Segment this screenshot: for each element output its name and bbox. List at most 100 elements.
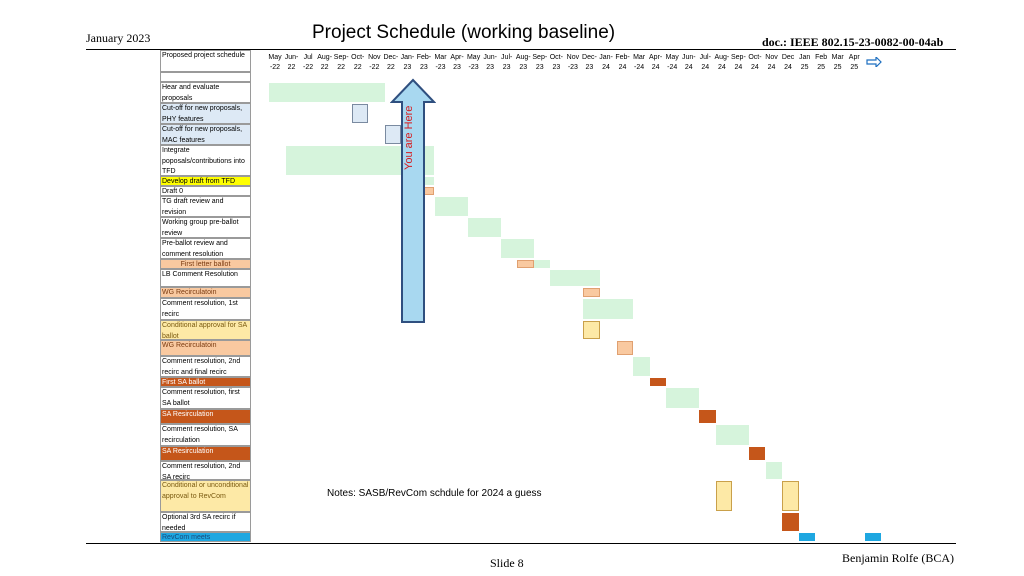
gantt-bar [633, 357, 650, 376]
month-year: 24 [717, 64, 726, 71]
task-row: First letter ballot [160, 259, 251, 269]
month-name: May [466, 54, 481, 61]
month-year: 24 [651, 64, 660, 71]
you-are-here-label: You are Here [403, 105, 415, 170]
gantt-bar [649, 378, 667, 386]
month-year: 23 [502, 64, 511, 71]
month-year: -22 [269, 64, 281, 71]
month-header: Dec- 22 [383, 53, 399, 73]
gantt-bar [583, 299, 634, 319]
month-name: Mar [831, 54, 844, 61]
gantt-bar [782, 481, 799, 511]
month-name: Jun- [483, 54, 497, 61]
month-year: 24 [784, 64, 792, 71]
month-header: May -22 [267, 53, 283, 73]
month-name: Dec- [383, 54, 399, 61]
month-name: Nov [368, 54, 381, 61]
gantt-bar [748, 447, 766, 460]
gantt-bar [583, 321, 600, 339]
month-header: Sep- 24 [730, 53, 746, 73]
you-are-here-arrow [390, 78, 436, 323]
month-year: -23 [567, 64, 578, 71]
task-row: Hear and evaluate proposals [160, 82, 251, 103]
month-header: Jan- 23 [399, 53, 415, 73]
month-header: Dec 24 [780, 53, 796, 73]
task-row: Conditional approval for SA ballot [160, 320, 251, 340]
month-year: -23 [435, 64, 446, 71]
slide-title: Project Schedule (working baseline) [312, 22, 616, 43]
month-year: 25 [800, 64, 809, 71]
gantt-bar [550, 270, 600, 286]
month-year: -22 [369, 64, 380, 71]
task-row: Cut-off for new proposals, PHY features [160, 103, 251, 124]
month-header: Jul -22 [300, 53, 316, 73]
month-year: 23 [552, 64, 561, 71]
month-header: Jun- 23 [482, 53, 498, 73]
month-name: May [268, 54, 282, 61]
gantt-bar [666, 388, 700, 408]
gantt-bar [782, 513, 799, 531]
month-header: Sep- 22 [333, 53, 349, 73]
task-row: WG Recirculatoin [160, 340, 251, 356]
month-name: Mar [633, 54, 646, 61]
month-header: Apr 25 [846, 53, 862, 73]
gantt-bar [583, 288, 600, 297]
month-name: Jul- [501, 54, 513, 61]
month-header: Mar -24 [631, 53, 647, 73]
month-year: 25 [833, 64, 842, 71]
month-name: Aug- [714, 54, 730, 61]
month-name: Oct- [748, 54, 762, 61]
gantt-bar [384, 125, 402, 144]
task-row: Pre-ballot review and comment resolution [160, 238, 251, 259]
month-year: 23 [403, 64, 412, 71]
task-row: First SA ballot [160, 377, 251, 387]
month-header: Jun- 24 [681, 53, 697, 73]
gantt-bar [699, 410, 716, 423]
month-name: Apr [848, 54, 860, 61]
month-name: Jul- [699, 54, 711, 61]
month-year: -23 [468, 64, 479, 71]
month-header: Jan- 24 [598, 53, 614, 73]
month-name: Feb- [416, 54, 432, 61]
month-year: 24 [767, 64, 776, 71]
task-row: SA Resirculation [160, 409, 251, 424]
month-header: Jan 25 [797, 53, 813, 73]
month-header: Mar -23 [433, 53, 449, 73]
document-id: doc.: IEEE 802.15-23-0082-00-04ab [762, 35, 944, 49]
task-row: Comment resolution, 2nd recirc and final… [160, 356, 251, 377]
month-name: Jan [798, 54, 811, 61]
month-header: Oct- 22 [350, 53, 366, 73]
month-year: 22 [287, 64, 296, 71]
month-header: Aug- 23 [515, 53, 531, 73]
month-year: 25 [817, 64, 826, 71]
month-header: Feb- 23 [416, 53, 432, 73]
gantt-bar [864, 533, 882, 541]
month-header: Mar 25 [830, 53, 846, 73]
month-year: -24 [667, 64, 678, 71]
header-date: January 2023 [86, 31, 151, 45]
month-header: Sep- 23 [532, 53, 548, 73]
month-header: May -23 [466, 53, 482, 73]
month-name: Oct- [549, 54, 563, 61]
month-year: 22 [337, 64, 346, 71]
task-row: SA Resirculation [160, 446, 251, 461]
month-year: -22 [303, 64, 314, 71]
arrow-right-icon [866, 57, 882, 67]
month-name: Aug- [515, 54, 531, 61]
month-name: Jun- [681, 54, 696, 61]
gantt-bar [517, 260, 534, 268]
month-year: 23 [535, 64, 544, 71]
month-name: Nov [566, 54, 580, 61]
month-year: 24 [734, 64, 743, 71]
footer-author: Benjamin Rolfe (BCA) [842, 551, 954, 565]
month-header: Oct- 24 [747, 53, 763, 73]
month-name: Sep- [532, 54, 548, 61]
gantt-bar [715, 425, 749, 445]
month-header: Apr- 23 [449, 53, 465, 73]
month-header: Feb 25 [813, 53, 829, 73]
month-year: 23 [519, 64, 528, 71]
month-name: Apr- [450, 54, 464, 61]
month-header: May -24 [664, 53, 680, 73]
slide-number: Slide 8 [490, 556, 524, 570]
month-header: Nov 24 [764, 53, 780, 73]
